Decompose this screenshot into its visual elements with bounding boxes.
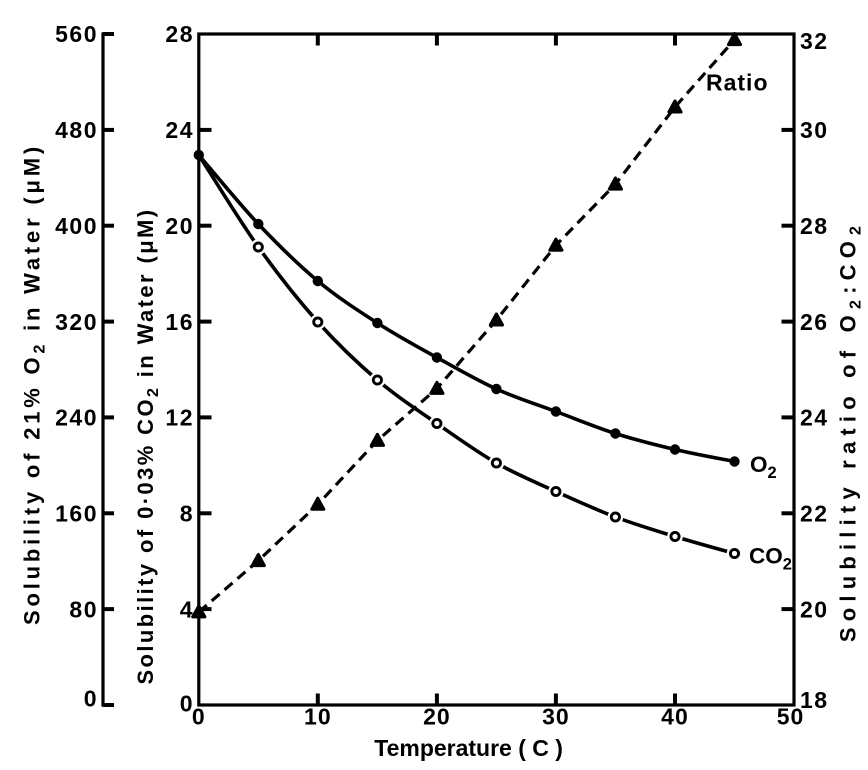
svg-text:28: 28 [165, 21, 194, 47]
svg-text:240: 240 [55, 405, 98, 431]
svg-text:0: 0 [84, 685, 98, 711]
svg-text:10: 10 [304, 704, 332, 730]
svg-text:560: 560 [55, 21, 98, 47]
svg-text:80: 80 [69, 596, 98, 622]
svg-text:8: 8 [180, 500, 194, 526]
svg-text:18: 18 [800, 687, 829, 713]
svg-text:160: 160 [55, 500, 98, 526]
svg-text:22: 22 [800, 500, 829, 526]
svg-text:320: 320 [55, 309, 98, 335]
svg-text:400: 400 [55, 213, 98, 239]
svg-text:20: 20 [165, 213, 194, 239]
svg-text:Solubility ratio of O2:CO2: Solubility ratio of O2:CO2 [836, 220, 865, 642]
svg-text:20: 20 [800, 596, 829, 622]
svg-text:32: 32 [800, 28, 829, 54]
svg-text:24: 24 [165, 117, 194, 143]
svg-text:Temperature ( C ): Temperature ( C ) [374, 735, 563, 761]
svg-text:4: 4 [180, 596, 194, 622]
svg-text:0: 0 [192, 704, 206, 730]
svg-text:30: 30 [542, 704, 570, 730]
svg-text:16: 16 [165, 309, 194, 335]
svg-text:12: 12 [165, 405, 194, 431]
svg-text:26: 26 [800, 309, 829, 335]
svg-text:30: 30 [800, 117, 829, 143]
svg-text:20: 20 [423, 704, 451, 730]
svg-text:40: 40 [661, 704, 689, 730]
svg-text:50: 50 [777, 704, 805, 730]
svg-text:Solubility of 21% O2 in Water: Solubility of 21% O2 in Water (μM) [20, 143, 49, 625]
svg-text:28: 28 [800, 213, 829, 239]
svg-text:480: 480 [55, 117, 98, 143]
svg-text:0: 0 [180, 690, 194, 716]
svg-text:Solubility of 0·03% CO2 in: Solubility of 0·03% CO2 in Water (μM) [133, 207, 162, 684]
svg-text:24: 24 [800, 405, 829, 431]
svg-text:Ratio: Ratio [706, 70, 769, 96]
